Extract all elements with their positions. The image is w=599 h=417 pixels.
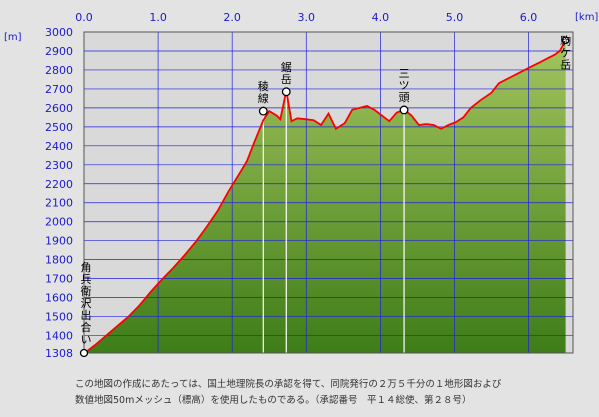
x-tick-label: 0.0: [75, 11, 93, 24]
start-label-char: 衛: [81, 285, 92, 298]
y-tick-label: 2400: [45, 140, 73, 153]
y-tick-label: 3000: [45, 26, 73, 39]
y-tick-label: 2300: [45, 159, 73, 172]
end-label-char: 岳: [560, 58, 571, 71]
y-tick-label: 1600: [45, 292, 73, 305]
y-tick-label: 2700: [45, 83, 73, 96]
y-tick-label: 2100: [45, 197, 73, 210]
y-tick-label: 2000: [45, 216, 73, 229]
summit-marker: [399, 105, 409, 115]
y-tick-label: 2800: [45, 64, 73, 77]
start-label-char: 出: [81, 308, 92, 322]
end-label-char: 駒: [560, 34, 571, 47]
y-tick-label: 1900: [45, 235, 73, 248]
y-tick-label: 1500: [45, 311, 73, 324]
start-label-char: 角: [81, 261, 92, 274]
elevation-profile-line: [83, 39, 567, 354]
x-tick-label: 1.0: [149, 11, 167, 24]
y-tick-label: 1400: [45, 330, 73, 343]
summit-label: 鋸岳: [281, 60, 292, 86]
summit-label-char: 頭: [399, 91, 410, 104]
y-tick-label: 2900: [45, 45, 73, 58]
x-unit-label: [km]: [575, 12, 598, 23]
summit-label-char: 岳: [281, 73, 292, 86]
start-label-char: い: [81, 333, 92, 346]
x-tick-label: 3.0: [298, 11, 316, 24]
summit-label-char: 稜: [258, 80, 269, 93]
start-label-char: 兵: [81, 273, 92, 286]
footnote-line-1: この地図の作成にあたっては、国土地理院長の承認を得て、同院発行の２万５千分の１地…: [75, 379, 502, 390]
summit-label-char: 三: [399, 67, 410, 80]
summit-marker: [258, 106, 268, 116]
start-label-char: 合: [81, 320, 92, 334]
end-label: 駒ケ岳: [560, 34, 571, 71]
y-tick-label: 2500: [45, 121, 73, 134]
start-label-char: 沢: [81, 296, 92, 310]
y-tick-label: 1800: [45, 254, 73, 267]
end-label-char: ケ: [560, 46, 571, 59]
summit-label-char: ツ: [399, 79, 410, 92]
y-tick-label: 1308: [45, 347, 73, 360]
end-marker: [561, 36, 570, 45]
summit-label-char: 鋸: [281, 60, 292, 74]
x-tick-label: 4.0: [372, 11, 390, 24]
start-marker: [79, 348, 89, 358]
y-unit-label: [m]: [4, 32, 22, 43]
summit-marker: [281, 87, 291, 97]
terrain-fill: [84, 40, 566, 354]
y-tick-label: 2600: [45, 102, 73, 115]
summit-label-char: 線: [258, 91, 269, 105]
y-tick-label: 1700: [45, 273, 73, 286]
summit-label: 稜線: [258, 80, 269, 105]
y-tick-label: 2200: [45, 178, 73, 191]
summit-label: 三ツ頭: [399, 67, 410, 104]
plot-frame: [83, 31, 574, 354]
x-tick-label: 2.0: [223, 11, 241, 24]
footnote-line-2: 数値地図50mメッシュ（標高）を使用したものである。（承認番号 平１４総使、第２…: [75, 395, 472, 406]
x-tick-label: 6.0: [520, 11, 538, 24]
x-tick-label: 5.0: [446, 11, 464, 24]
